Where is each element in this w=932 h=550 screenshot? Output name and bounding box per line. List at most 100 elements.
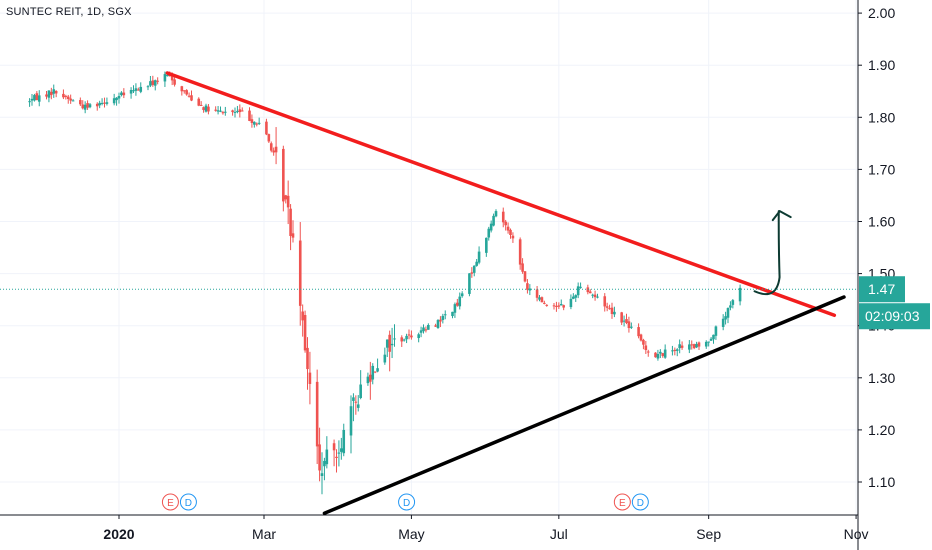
candle-body — [52, 89, 56, 94]
candle-body — [545, 304, 549, 306]
candle-body — [485, 237, 488, 253]
candle-body — [265, 121, 268, 135]
candle-body — [489, 223, 493, 231]
candle-body — [306, 347, 309, 370]
candle-body — [100, 102, 104, 104]
candle-body — [30, 98, 34, 101]
dividend-marker — [631, 493, 649, 511]
candle-body — [224, 111, 227, 113]
x-tick-label: Jul — [550, 526, 568, 542]
candle-body — [216, 110, 220, 112]
candle-body — [50, 91, 53, 96]
candle-body — [146, 86, 150, 88]
candle-body — [620, 312, 623, 323]
candle-body — [738, 287, 742, 302]
candle-body — [352, 397, 355, 401]
candle-body — [470, 272, 474, 274]
candle-body — [318, 444, 321, 471]
candle-body — [185, 90, 188, 95]
candle-body — [236, 110, 239, 112]
candle-body — [586, 287, 590, 293]
candle-body — [54, 91, 58, 94]
candle-body — [371, 365, 375, 380]
candle-body — [644, 345, 648, 351]
y-tick-label: 1.60 — [868, 214, 895, 230]
candle-body — [419, 330, 423, 333]
candle-body — [603, 296, 607, 307]
candle-body — [207, 106, 210, 112]
candle-body — [233, 111, 237, 113]
y-tick-label: 1.30 — [868, 370, 895, 386]
candle-body — [149, 81, 152, 86]
candle-body — [656, 353, 660, 359]
candle-body — [286, 195, 290, 208]
candle-body — [35, 93, 39, 101]
candle-body — [132, 90, 135, 92]
candle-body — [721, 318, 725, 327]
candle-body — [269, 143, 273, 151]
candle-body — [456, 302, 459, 306]
y-tick-label: 1.10 — [868, 474, 895, 490]
candle-body — [552, 305, 556, 307]
candle-body — [303, 315, 307, 351]
candle-body — [569, 298, 573, 308]
last-price-box — [859, 276, 905, 303]
candle-body — [71, 100, 75, 102]
candle-body — [439, 319, 442, 322]
candle-body — [289, 208, 292, 236]
candle-body — [579, 286, 582, 288]
candle-body — [511, 235, 515, 239]
candle-body — [521, 263, 524, 272]
candle-body — [596, 296, 599, 298]
candle-body — [274, 146, 278, 153]
candle-body — [697, 342, 701, 347]
candle-body — [712, 334, 715, 340]
candle-body — [37, 95, 41, 102]
candle-body — [88, 104, 92, 108]
candle-body — [523, 271, 527, 282]
candle-body — [151, 80, 155, 85]
candle-body — [613, 311, 616, 315]
candle-body — [204, 105, 208, 112]
candle-body — [214, 109, 217, 111]
candle-body — [253, 121, 256, 125]
candle-body — [422, 327, 425, 332]
candle-body — [393, 338, 396, 340]
candle-body — [340, 448, 343, 452]
candle-body — [405, 335, 408, 340]
x-tick-label: May — [398, 526, 424, 542]
x-tick-label: 2020 — [103, 526, 134, 542]
candle-body — [555, 305, 558, 307]
candle-body — [562, 305, 565, 308]
candle-body — [120, 92, 123, 96]
countdown-box — [859, 303, 930, 330]
candle-body — [504, 221, 507, 226]
candle-body — [417, 334, 420, 339]
candle-body — [642, 339, 645, 345]
candle-body — [528, 288, 532, 291]
projection-arrow-path — [753, 210, 781, 296]
candle-body — [332, 443, 336, 451]
candle-body — [588, 291, 592, 294]
countdown-label: 02:09:03 — [865, 308, 920, 324]
candle-body — [724, 316, 727, 320]
candle-body — [180, 86, 184, 92]
candles-group — [28, 71, 742, 495]
candle-body — [506, 226, 510, 231]
candle-body — [637, 327, 640, 337]
candle-body — [139, 86, 143, 92]
candle-body — [400, 337, 404, 342]
marker-label: D — [403, 498, 410, 509]
earnings-marker — [161, 493, 179, 511]
candle-body — [337, 452, 341, 454]
candle-body — [627, 321, 631, 329]
x-tick-label: Sep — [696, 526, 721, 542]
candle-body — [137, 89, 140, 91]
candle-body — [492, 215, 495, 226]
x-tick-label: Mar — [252, 526, 276, 542]
candle-body — [538, 297, 541, 300]
candle-body — [134, 88, 138, 91]
candle-body — [64, 95, 68, 97]
